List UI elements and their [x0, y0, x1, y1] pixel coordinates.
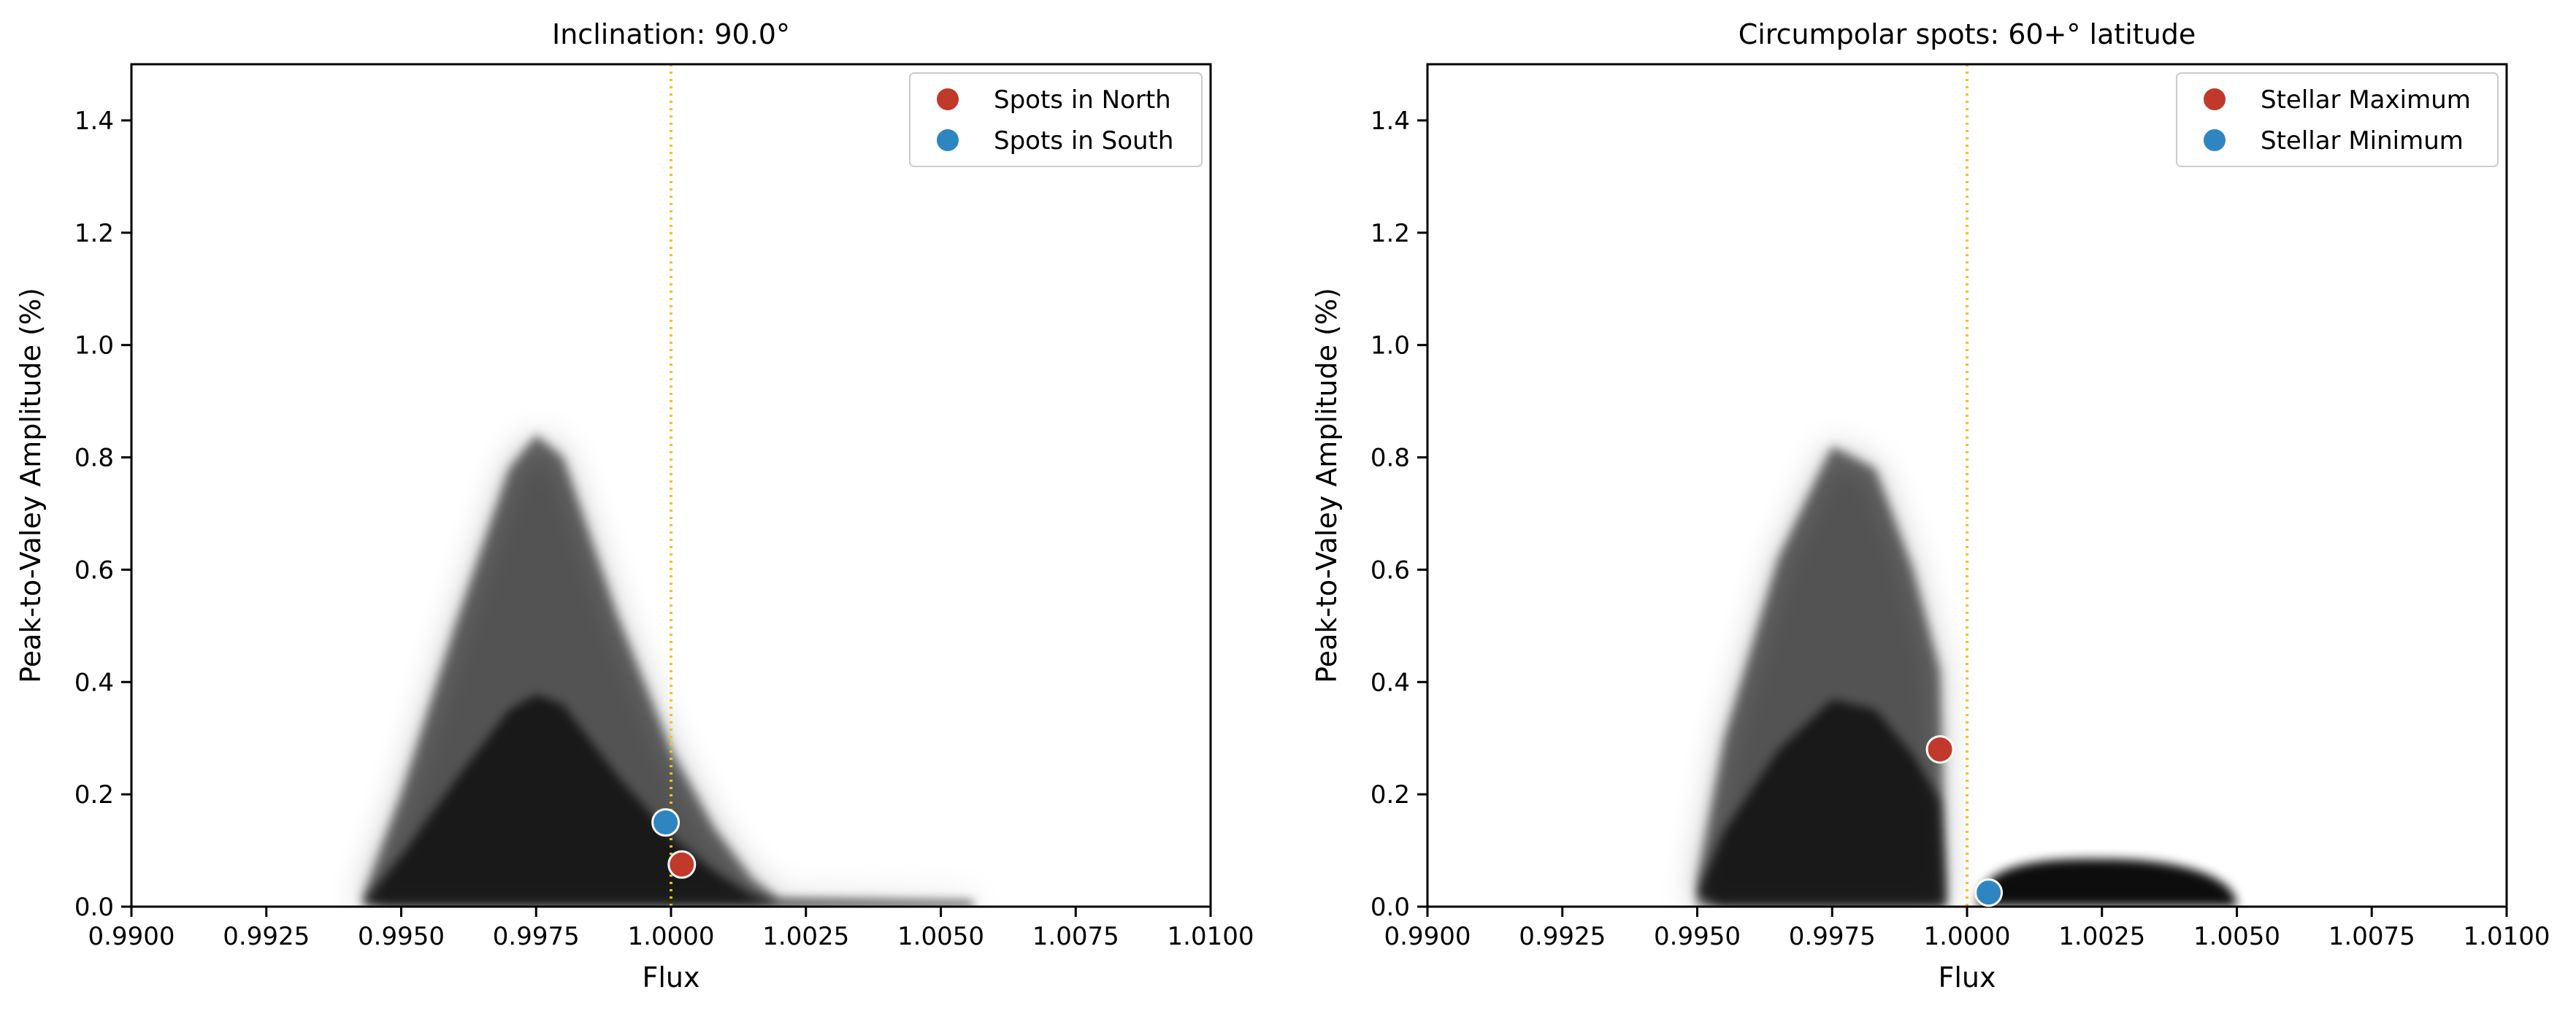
x-tick-label: 0.9975: [1789, 922, 1876, 951]
x-axis-label: Flux: [643, 961, 700, 994]
y-tick-label: 0.2: [74, 780, 114, 810]
x-tick-label: 1.0100: [2464, 922, 2550, 951]
legend: Spots in North Spots in South: [909, 72, 1203, 167]
y-axis-label: Peak-to-Valey Amplitude (%): [1311, 288, 1343, 683]
x-tick-label: 0.9975: [493, 922, 580, 951]
legend-marker: [2202, 128, 2227, 153]
y-tick-label: 1.2: [1371, 219, 1410, 248]
x-axis-label: Flux: [1939, 961, 1996, 994]
legend-label: Stellar Minimum: [2261, 126, 2464, 155]
x-tick-label: 1.0025: [762, 922, 849, 951]
legend-marker: [935, 87, 960, 112]
y-tick-label: 1.0: [1371, 331, 1410, 361]
x-axis-ticks: 0.9900 0.9925 0.9950 0.9975 1.0000 1.0025 1.00…: [1384, 907, 2550, 951]
y-tick-label: 0.8: [1371, 444, 1410, 473]
density-cloud: [1697, 446, 2237, 907]
x-tick-label: 0.9950: [1654, 922, 1741, 951]
x-tick-label: 0.9925: [1519, 922, 1606, 951]
marker-stellar-minimum: [1974, 878, 2004, 907]
legend-label: Stellar Maximum: [2261, 85, 2471, 115]
y-tick-label: 1.2: [74, 219, 114, 248]
y-tick-label: 0.0: [1371, 893, 1410, 922]
y-tick-label: 0.6: [74, 556, 114, 585]
legend-box: [2176, 72, 2499, 167]
chart-title: Circumpolar spots: 60+° latitude: [1739, 18, 2196, 50]
y-axis-ticks: 0.0 0.2 0.4 0.6 0.8 1.0 1.2 1.4: [74, 107, 131, 922]
x-tick-label: 1.0100: [1168, 922, 1254, 951]
cloud-second-lobe: [1977, 858, 2237, 907]
right-chart-panel: 0.9900 0.9925 0.9950 0.9975 1.0000 1.0025 1.00…: [1311, 18, 2550, 994]
left-chart-panel: 0.9900 0.9925 0.9950 0.9975 1.0000 1.0025 1.00…: [15, 18, 1254, 994]
x-tick-label: 0.9925: [223, 922, 310, 951]
marker-spots-in-south: [651, 808, 681, 837]
chart-title: Inclination: 90.0°: [552, 18, 790, 50]
x-tick-label: 1.0000: [628, 922, 715, 951]
y-tick-label: 0.0: [74, 893, 114, 922]
x-axis-ticks: 0.9900 0.9925 0.9950 0.9975 1.0000 1.0025 1.00…: [88, 907, 1254, 951]
x-tick-label: 1.0000: [1924, 922, 2011, 951]
x-tick-label: 0.9900: [88, 922, 175, 951]
x-tick-label: 1.0075: [2328, 922, 2415, 951]
series-markers: [651, 808, 697, 879]
legend-label: Spots in North: [994, 85, 1171, 115]
y-tick-label: 1.4: [74, 107, 114, 136]
y-tick-label: 0.4: [1371, 668, 1410, 697]
x-tick-label: 0.9900: [1384, 922, 1471, 951]
y-tick-label: 0.6: [1371, 556, 1410, 585]
x-tick-label: 1.0075: [1032, 922, 1119, 951]
density-cloud: [363, 434, 973, 907]
legend-marker: [935, 128, 960, 153]
cloud-core: [363, 694, 973, 907]
x-tick-label: 0.9950: [358, 922, 445, 951]
series-markers: [1925, 735, 2004, 907]
y-tick-label: 1.4: [1371, 107, 1410, 136]
x-tick-label: 1.0050: [897, 922, 984, 951]
marker-spots-in-north: [667, 850, 697, 879]
legend: Stellar Maximum Stellar Minimum: [2176, 72, 2499, 167]
legend-box: [909, 72, 1203, 167]
marker-stellar-maximum: [1925, 735, 1955, 764]
y-tick-label: 0.2: [1371, 780, 1410, 810]
y-axis-ticks: 0.0 0.2 0.4 0.6 0.8 1.0 1.2 1.4: [1371, 107, 1427, 922]
y-axis-label: Peak-to-Valey Amplitude (%): [15, 288, 47, 683]
legend-marker: [2202, 87, 2227, 112]
x-tick-label: 1.0050: [2193, 922, 2280, 951]
x-tick-label: 1.0025: [2058, 922, 2145, 951]
legend-label: Spots in South: [994, 126, 1173, 155]
y-tick-label: 0.8: [74, 444, 114, 473]
y-tick-label: 0.4: [74, 668, 114, 697]
y-tick-label: 1.0: [74, 331, 114, 361]
cloud-core: [1697, 699, 1946, 907]
